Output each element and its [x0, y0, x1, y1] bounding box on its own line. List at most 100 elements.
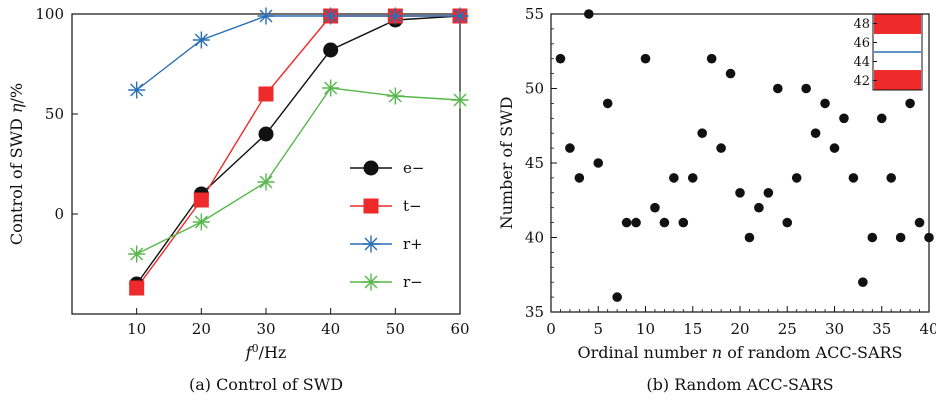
data-point-rminus — [322, 79, 340, 97]
panel-a-x-tick-label: 10 — [127, 320, 146, 338]
panel-b-x-label-text: Ordinal number — [577, 343, 711, 362]
scatter-point — [886, 173, 896, 183]
panel-b-y-tick-label: 35 — [525, 303, 544, 321]
panel-a-series-markers — [128, 7, 469, 296]
panel-b-y-tick-label: 40 — [525, 229, 544, 247]
colorbar-tick-label: 44 — [853, 55, 870, 70]
scatter-point — [867, 232, 878, 243]
series-line-rminus — [136, 87, 461, 255]
series-line-rplus — [136, 15, 460, 91]
colorbar-border — [872, 13, 923, 91]
scatter-point — [555, 53, 566, 64]
scatter-point — [621, 217, 632, 228]
scatter-point — [565, 143, 575, 153]
data-point-tminus — [193, 192, 209, 208]
panel-a-y-label-symbol: η — [7, 103, 26, 113]
scatter-point — [763, 188, 774, 198]
panel-a-caption: (a) Control of SWD — [189, 375, 343, 394]
panel-a-y-axis-label: Control of SWD η/% — [7, 83, 26, 245]
panel-b-caption: (b) Random ACC-SARS — [646, 375, 833, 394]
scatter-point — [640, 53, 651, 64]
data-point-eminus — [323, 42, 339, 58]
scatter-point — [602, 98, 613, 109]
scatter-point — [773, 83, 783, 94]
scatter-point — [810, 128, 821, 138]
panel-b-plot-frame — [550, 13, 930, 313]
panel-a-x-axis-label: f0/Hz — [245, 342, 287, 363]
scatter-point — [905, 98, 915, 109]
panel-b-x-tick-label: 0 — [546, 320, 556, 338]
panel-b-scatter-points — [555, 9, 934, 302]
scatter-point — [584, 9, 594, 19]
panel-b-y-tick-label: 55 — [525, 5, 544, 23]
scatter-point — [754, 202, 764, 213]
panel-a-y-label-unit: /% — [7, 83, 26, 104]
panel-b-x-tick-label: 40 — [919, 320, 936, 338]
panel-a-y-label-text: Control of SWD — [7, 113, 26, 245]
scatter-point — [659, 217, 670, 228]
panel-b-ticks: 0 5 10 15 20 25 30 35 40 35 40 45 50 55 — [525, 5, 936, 338]
scatter-point — [895, 232, 906, 243]
colorbar-band — [874, 14, 921, 34]
panel-b-scatter-chart: 0 5 10 15 20 25 30 35 40 35 40 45 50 55 48 46 44 42 Numb… — [497, 5, 936, 394]
colorbar-tick-label: 42 — [853, 74, 870, 89]
series-line-eminus — [136, 15, 461, 285]
scatter-point — [848, 173, 859, 183]
data-point-eminus — [258, 126, 274, 142]
data-point-tminus — [258, 86, 274, 102]
panel-a-y-tick-label: 100 — [35, 5, 64, 23]
panel-a-x-tick-label: 50 — [386, 320, 405, 338]
legend-label-tminus: t− — [403, 197, 422, 215]
data-point-rminus — [257, 173, 275, 191]
data-point-rminus — [451, 91, 469, 109]
legend-marker-rplus — [362, 235, 380, 253]
data-point-rplus — [257, 7, 275, 25]
panel-a-x-tick-label: 20 — [192, 320, 211, 338]
panel-a-x-label-unit: /Hz — [259, 343, 287, 362]
panel-b-x-axis-label: Ordinal number n of random ACC-SARS — [577, 343, 902, 362]
data-point-rminus — [128, 245, 146, 263]
panel-b-x-tick-label: 30 — [825, 320, 844, 338]
scatter-point — [820, 98, 830, 109]
legend-label-rminus: r− — [403, 273, 423, 291]
panel-b-y-axis-label: Number of SWD — [497, 97, 516, 230]
scatter-point — [697, 128, 707, 138]
panel-b-x-label-symbol: n — [712, 343, 722, 362]
scatter-point — [716, 143, 726, 153]
legend-marker-eminus — [363, 160, 379, 176]
panel-a-x-label-superscript: 0 — [252, 342, 259, 355]
panel-a-plot-frame — [71, 13, 461, 315]
scatter-point — [782, 217, 793, 228]
data-point-rplus — [128, 81, 146, 99]
colorbar-tick-label: 48 — [853, 17, 870, 32]
legend-label-eminus: e− — [403, 159, 424, 177]
scatter-point — [669, 173, 679, 183]
scatter-point — [574, 173, 585, 183]
scatter-point — [735, 188, 745, 198]
data-point-rplus — [451, 7, 469, 25]
scatter-point — [924, 232, 934, 243]
panel-b-x-tick-label: 5 — [593, 320, 603, 338]
scatter-point — [631, 217, 641, 228]
legend-marker-rminus — [362, 273, 380, 291]
panel-a-x-tick-label: 30 — [256, 320, 275, 338]
colorbar-tick-label: 46 — [853, 36, 870, 51]
panel-b-x-tick-label: 25 — [778, 320, 797, 338]
scatter-point — [687, 173, 698, 183]
panel-a-y-tick-label: 50 — [45, 105, 64, 123]
panel-b-x-tick-label: 35 — [872, 320, 891, 338]
panel-b-colorbar: 48 46 44 42 — [853, 13, 923, 91]
scatter-point — [650, 202, 660, 213]
scatter-point — [744, 232, 755, 243]
panel-a-x-tick-label: 40 — [321, 320, 340, 338]
data-point-rminus — [192, 213, 210, 231]
data-point-rplus — [192, 31, 210, 49]
data-point-rminus — [386, 87, 404, 105]
scatter-point — [678, 217, 689, 228]
data-point-tminus — [129, 280, 145, 296]
panel-a-x-tick-label: 60 — [450, 320, 469, 338]
legend-label-rplus: r+ — [403, 235, 423, 253]
panel-b-x-tick-label: 10 — [636, 320, 655, 338]
panel-b-y-tick-label: 45 — [525, 154, 544, 172]
